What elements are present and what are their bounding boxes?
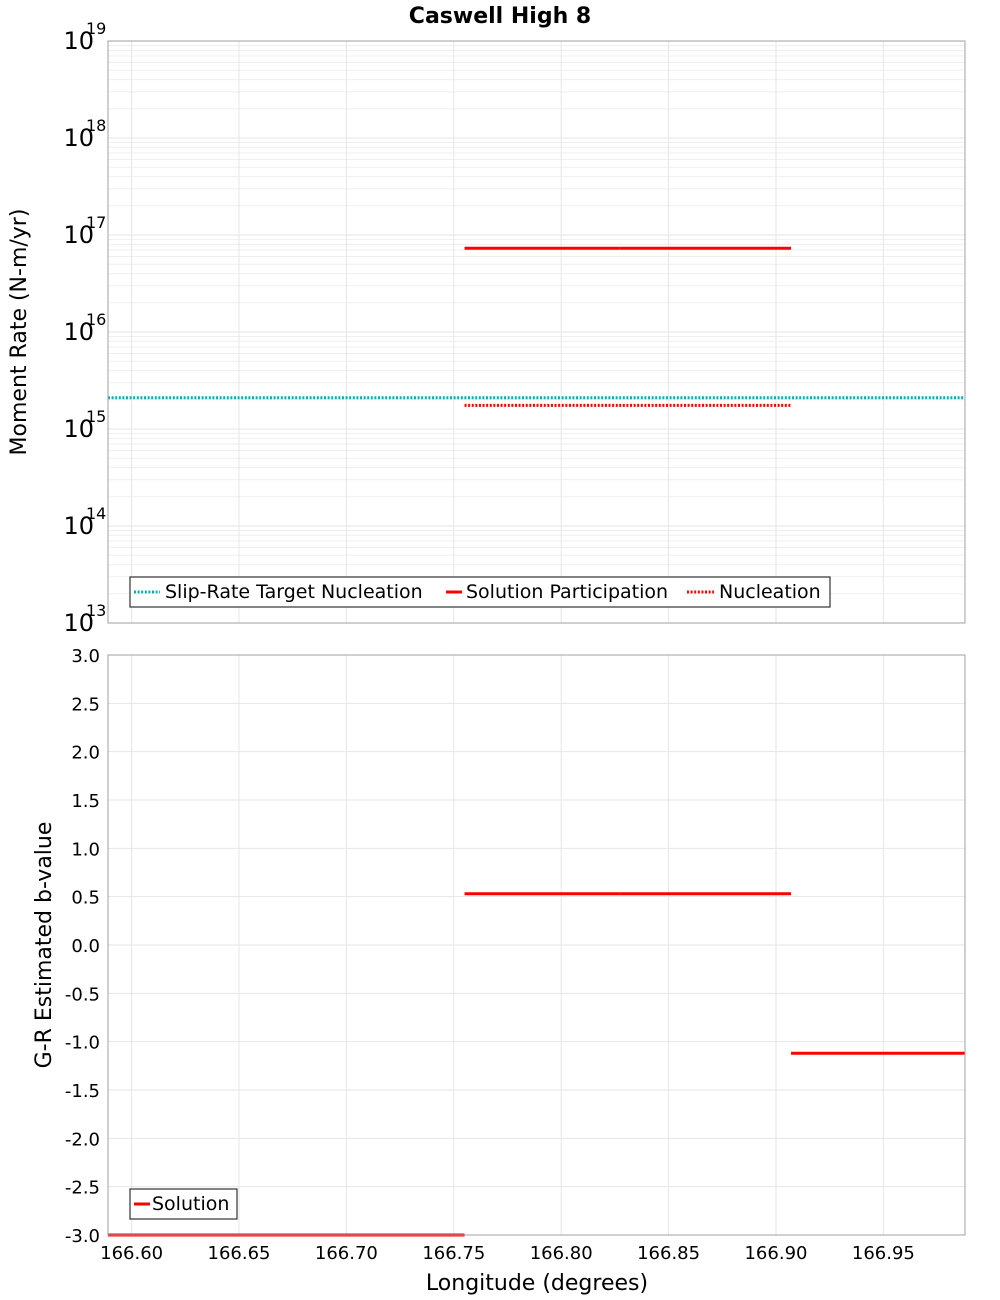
x-tick-label: 166.70 <box>315 1243 378 1264</box>
y-tick-label-exponent: 19 <box>86 19 106 38</box>
legend-label-nucleation: Nucleation <box>719 581 821 603</box>
x-axis-label: Longitude (degrees) <box>426 1271 648 1296</box>
y-tick-label: 2.0 <box>71 743 100 764</box>
y-tick-label: 2.5 <box>71 694 100 715</box>
y-tick-label-exponent: 18 <box>86 116 106 135</box>
x-tick-label: 166.95 <box>852 1243 915 1264</box>
chart-title: Caswell High 8 <box>409 4 591 29</box>
y-tick-label: 0.0 <box>71 936 100 957</box>
y-tick-label-base: 10 <box>63 609 94 637</box>
bottom-plot-x-ticks: 166.60 166.65 166.70 166.75 166.80 166.85 166.… <box>100 1243 915 1264</box>
x-tick-label: 166.90 <box>744 1243 807 1264</box>
top-plot-series <box>108 246 965 407</box>
y-tick-label: 1.5 <box>71 791 100 812</box>
y-tick-label: -3.0 <box>65 1226 100 1247</box>
y-tick-label-base: 10 <box>63 318 94 346</box>
y-tick-label-base: 10 <box>63 415 94 443</box>
y-tick-label: -2.0 <box>65 1129 100 1150</box>
bottom-plot-y-ticks: -3.0 -2.5 -2.0 -1.5 -1.0 -0.5 0.0 0.5 1.0 1.5 2.0 2… <box>65 646 100 1247</box>
y-tick-label-base: 10 <box>63 512 94 540</box>
y-tick-label: -2.5 <box>65 1178 100 1199</box>
legend-label-solution-participation: Solution Participation <box>466 581 668 603</box>
x-tick-label: 166.80 <box>530 1243 593 1264</box>
legend-label-slip-rate-target: Slip-Rate Target Nucleation <box>165 581 423 603</box>
y-tick-label: -1.5 <box>65 1081 100 1102</box>
bottom-plot-grid <box>108 654 965 1236</box>
y-tick-label-exponent: 13 <box>86 601 106 620</box>
x-tick-label: 166.60 <box>100 1243 163 1264</box>
y-tick-label: 0.5 <box>71 888 100 909</box>
y-tick-label-base: 10 <box>63 124 94 152</box>
x-tick-label: 166.75 <box>422 1243 485 1264</box>
y-tick-label-base: 10 <box>63 27 94 55</box>
y-tick-label: 1.0 <box>71 839 100 860</box>
y-tick-label-base: 10 <box>63 221 94 249</box>
y-tick-label-exponent: 15 <box>86 407 106 426</box>
x-tick-label: 166.85 <box>637 1243 700 1264</box>
top-plot-x-grid <box>131 41 884 623</box>
x-tick-label: 166.65 <box>208 1243 271 1264</box>
legend-label-solution: Solution <box>152 1193 229 1215</box>
top-plot-minor-grid <box>108 44 965 595</box>
y-tick-label-exponent: 14 <box>86 504 106 523</box>
y-tick-label-exponent: 17 <box>86 213 106 232</box>
bottom-plot-legend: Solution <box>129 1188 238 1220</box>
top-plot-frame <box>107 40 966 624</box>
y-tick-label: -0.5 <box>65 984 100 1005</box>
bottom-plot-frame <box>107 654 966 1236</box>
top-plot-legend: Slip-Rate Target Nucleation Solution Par… <box>129 576 831 608</box>
top-plot-y-axis-label: Moment Rate (N-m/yr) <box>7 209 32 456</box>
y-tick-label: 3.0 <box>71 646 100 667</box>
bottom-plot-y-axis-label: G-R Estimated b-value <box>32 822 57 1069</box>
y-tick-label: -1.0 <box>65 1033 100 1054</box>
y-tick-label-exponent: 16 <box>86 310 106 329</box>
